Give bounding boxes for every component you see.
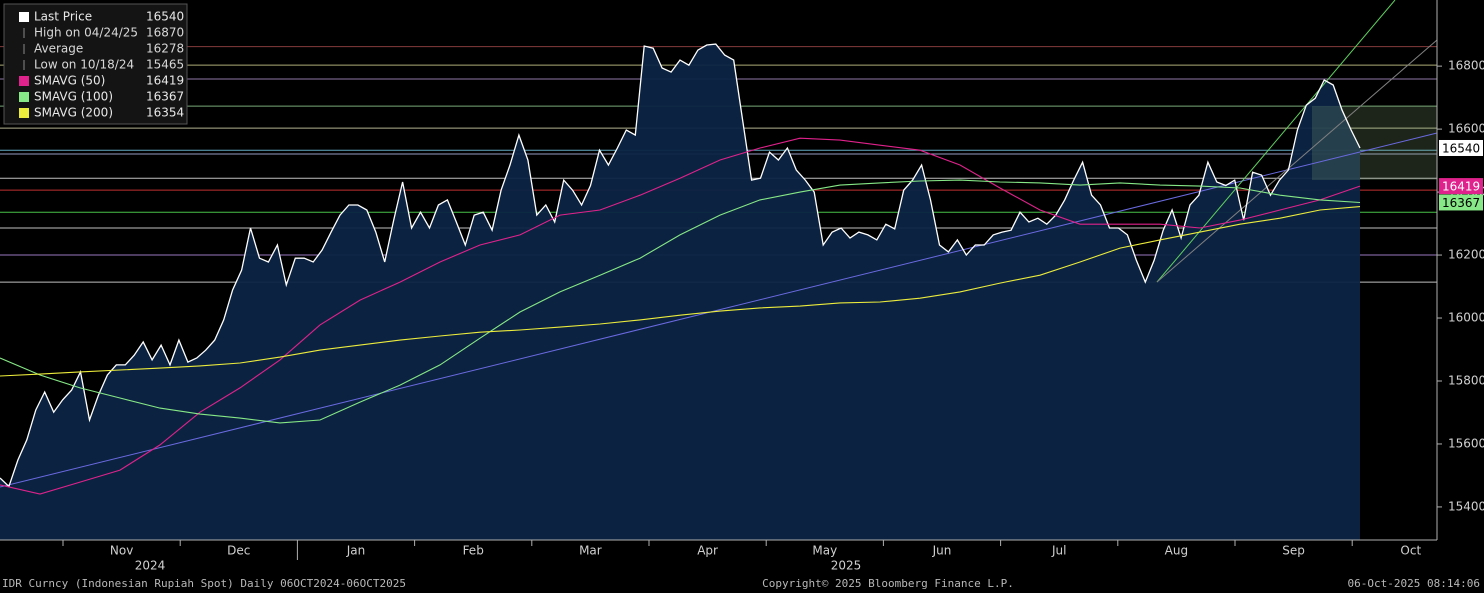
x-tick-label: Apr bbox=[697, 544, 718, 558]
y-tick-label: 15600 bbox=[1448, 436, 1484, 450]
x-tick-label: Nov bbox=[110, 544, 133, 558]
x-tick-label: Dec bbox=[227, 544, 250, 558]
legend-value: 16354 bbox=[146, 106, 184, 120]
legend-value: 15465 bbox=[146, 58, 184, 72]
year-label: 2025 bbox=[831, 559, 862, 573]
y-tick-label: 16000 bbox=[1448, 311, 1484, 325]
last-value-badge bbox=[1439, 178, 1483, 195]
y-tick-label: 15400 bbox=[1448, 499, 1484, 513]
legend-swatch bbox=[19, 76, 29, 86]
legend-label: SMAVG (100) bbox=[34, 90, 113, 104]
legend-value: 16540 bbox=[146, 10, 184, 24]
y-tick-label: 16200 bbox=[1448, 248, 1484, 262]
last-value-label: 16419 bbox=[1442, 180, 1480, 194]
x-tick-label: Mar bbox=[579, 544, 602, 558]
x-tick-label: Jul bbox=[1051, 544, 1066, 558]
x-tick-label: Aug bbox=[1165, 544, 1188, 558]
legend-label: High on 04/24/25 bbox=[34, 26, 138, 40]
series-line bbox=[0, 137, 1361, 495]
trend-line bbox=[1156, 39, 1438, 283]
trend-line bbox=[0, 132, 1438, 488]
legend-swatch bbox=[19, 108, 29, 118]
x-tick-label: Sep bbox=[1282, 544, 1305, 558]
legend-swatch bbox=[19, 12, 29, 22]
legend-swatch bbox=[19, 92, 29, 102]
footer-left: IDR Curncy (Indonesian Rupiah Spot) Dail… bbox=[2, 577, 406, 590]
x-tick-label: Feb bbox=[463, 544, 484, 558]
range-box bbox=[1312, 106, 1437, 180]
legend: Last Price 16540 High on 04/24/25 16870 Aver… bbox=[19, 10, 184, 120]
legend-value: 16278 bbox=[146, 42, 184, 56]
legend-box bbox=[3, 3, 188, 125]
y-tick-label: 15800 bbox=[1448, 373, 1484, 387]
legend-label: Low on 10/18/24 bbox=[34, 58, 134, 72]
trend-line bbox=[1156, 0, 1396, 283]
legend-value: 16367 bbox=[146, 90, 184, 104]
x-tick-label: Jan bbox=[346, 544, 366, 558]
legend-label: SMAVG (200) bbox=[34, 106, 113, 120]
legend-value: 16870 bbox=[146, 26, 184, 40]
x-tick-label: Jun bbox=[932, 544, 952, 558]
year-label: 2024 bbox=[135, 559, 166, 573]
last-value-label: 16540 bbox=[1442, 141, 1480, 155]
y-tick-label: 16800 bbox=[1448, 59, 1484, 73]
last-value-badge bbox=[1439, 139, 1483, 156]
footer-center: Copyright© 2025 Bloomberg Finance L.P. bbox=[762, 577, 1014, 590]
series-line bbox=[0, 206, 1361, 377]
series-line bbox=[0, 43, 1361, 488]
legend-value: 16419 bbox=[146, 74, 184, 88]
footer-right: 06-Oct-2025 08:14:06 bbox=[1348, 577, 1480, 590]
price-area bbox=[0, 44, 1360, 540]
axes: 1540015600158001600016200164001660016800… bbox=[62, 59, 1484, 573]
legend-label: Last Price bbox=[34, 10, 92, 24]
y-tick-label: 16600 bbox=[1448, 122, 1484, 136]
series-lines bbox=[0, 43, 1361, 495]
legend-label: Average bbox=[34, 42, 83, 56]
series-line bbox=[0, 179, 1361, 424]
last-value-badge bbox=[1439, 194, 1483, 211]
x-tick-label: Oct bbox=[1400, 544, 1421, 558]
x-tick-label: May bbox=[812, 544, 837, 558]
last-value-label: 16367 bbox=[1442, 196, 1480, 210]
legend-label: SMAVG (50) bbox=[34, 74, 105, 88]
